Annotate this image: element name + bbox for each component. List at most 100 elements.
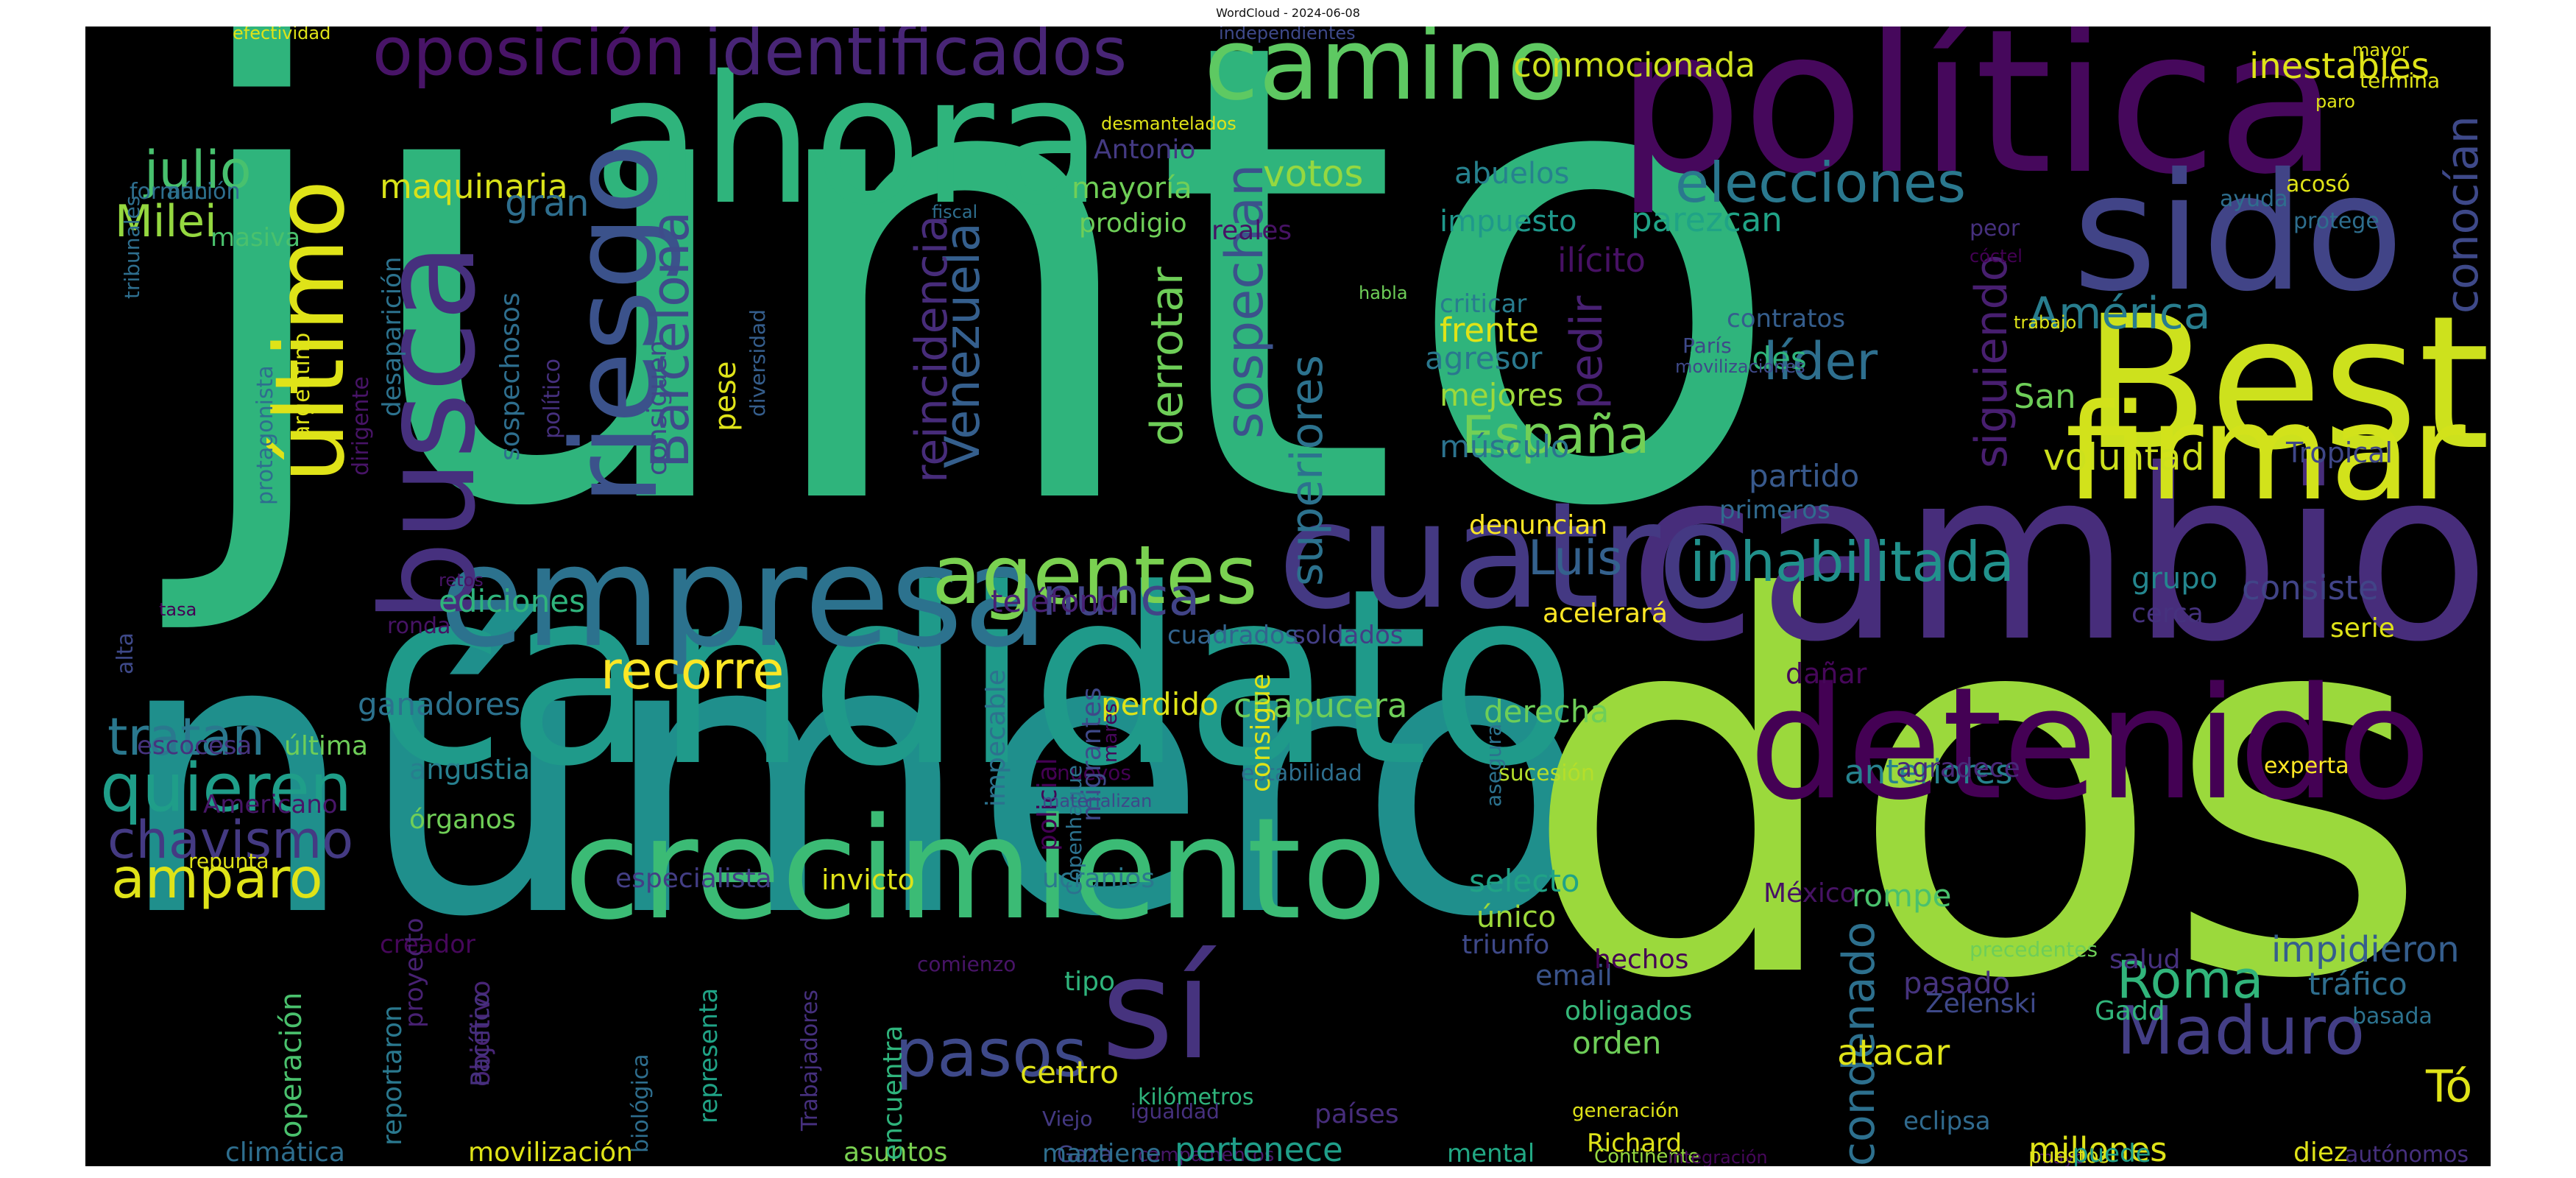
word-29: Roma <box>2117 950 2264 1010</box>
word-165: mares <box>1100 703 1122 763</box>
word-193: ayuda <box>2220 186 2288 212</box>
word-148: autónomos <box>2345 1142 2469 1166</box>
word-127: centro <box>1020 1054 1119 1090</box>
word-34: tratan <box>107 707 265 767</box>
word-129: igualdad <box>1130 1099 1220 1124</box>
word-66: frente <box>1440 311 1539 350</box>
word-75: San <box>2014 377 2076 416</box>
word-141: Continente <box>1594 1146 1700 1166</box>
word-106: selecto <box>1469 863 1580 899</box>
word-43: América <box>2028 288 2211 339</box>
word-39: reincidencia <box>906 214 958 483</box>
word-172: diversidad <box>746 309 770 417</box>
word-118: salud <box>2109 945 2181 975</box>
word-194: peor <box>1970 216 2020 241</box>
word-199: París <box>1682 334 1732 358</box>
word-11: cuatro <box>1278 470 1747 642</box>
word-160: Trabajadores <box>797 990 823 1131</box>
word-7: detenido <box>1749 654 2432 834</box>
word-63: reales <box>1211 216 1292 246</box>
word-18: sí <box>1101 928 1213 1090</box>
word-183: formación <box>130 179 241 205</box>
word-2: número <box>115 554 1592 1001</box>
word-133: eclipsa <box>1903 1107 1991 1136</box>
word-120: tráfico <box>2308 966 2407 1002</box>
word-112: comienzo <box>917 952 1016 976</box>
word-119: impidieron <box>2271 929 2460 970</box>
word-191: termina <box>2360 68 2441 93</box>
word-88: derecha <box>1484 694 1610 730</box>
word-21: identificados <box>704 27 1128 91</box>
word-128: kilómetros <box>1138 1084 1254 1110</box>
word-23: inhabilitada <box>1690 529 2014 594</box>
word-195: protege <box>2293 208 2379 234</box>
word-55: votos <box>1263 152 1364 195</box>
word-187: independientes <box>1219 27 1356 44</box>
word-82: cuadrados <box>1167 621 1298 650</box>
word-49: Tropical <box>2286 437 2393 469</box>
word-19: camino <box>1204 27 1568 122</box>
word-100: última <box>284 731 369 761</box>
word-cloud-canvas: junto número dos cambio candidato política det… <box>85 27 2491 1166</box>
word-31: nunca <box>1042 567 1200 627</box>
word-10: crecimiento <box>564 788 1387 950</box>
word-152: operación <box>275 992 308 1138</box>
word-83: teléfono <box>991 583 1118 619</box>
word-62: prodigio <box>1079 208 1187 239</box>
word-90: dañar <box>1786 657 1867 690</box>
word-140: mental <box>1447 1139 1535 1166</box>
word-108: rompe <box>1852 878 1952 914</box>
word-144: puestos <box>2028 1143 2110 1166</box>
word-151: asuntos <box>843 1138 948 1166</box>
word-142: integración <box>1668 1147 1768 1166</box>
word-105: ucranios <box>1042 864 1156 894</box>
word-80: acelerará <box>1543 599 1668 629</box>
word-177: tasa <box>159 599 197 620</box>
word-14: firmar <box>2065 376 2466 530</box>
word-104: invicto <box>821 864 915 896</box>
word-24: elecciones <box>1675 150 1967 215</box>
word-33: chavismo <box>107 810 354 870</box>
word-116: pasado <box>1903 967 2011 1001</box>
word-8: ahora <box>593 38 1103 244</box>
word-132: Richard <box>1587 1129 1682 1158</box>
word-37: derrotar <box>1142 267 1193 446</box>
word-95: nuevos <box>1057 761 1132 785</box>
word-98: órganos <box>409 805 516 835</box>
word-64: gran <box>505 182 590 225</box>
word-176: retos <box>439 570 484 590</box>
word-139: mantiene <box>1042 1139 1161 1166</box>
word-48: voluntad <box>2043 436 2205 479</box>
word-50: Milei <box>115 196 217 247</box>
word-72: partido <box>1749 458 1860 494</box>
word-174: dirigente <box>348 376 374 476</box>
word-12: empresa <box>439 515 1049 678</box>
word-125: Gadd <box>2095 996 2165 1026</box>
word-168: consigue <box>1246 673 1276 792</box>
word-52: maquinaria <box>380 167 568 206</box>
word-107: único <box>1476 900 1557 934</box>
word-9: Best <box>2083 276 2491 490</box>
word-36: superiores <box>1281 355 1333 586</box>
word-74: denuncian <box>1469 510 1608 540</box>
word-3: dos <box>1521 492 2432 1092</box>
word-26: quieren <box>100 750 352 827</box>
word-47: Luis <box>1528 531 1623 586</box>
word-137: Gaza <box>1057 1142 1113 1166</box>
word-117: precedentes <box>1970 937 2098 962</box>
word-101: Americano <box>203 790 338 819</box>
word-166: materializan <box>1042 791 1153 811</box>
word-65: criticar <box>1440 289 1527 319</box>
word-114: email <box>1535 959 1613 992</box>
word-135: campamentos <box>1138 1144 1275 1166</box>
word-197: movilizaciones <box>1675 356 1805 377</box>
word-4: cambio <box>1628 420 2491 694</box>
word-159: representa <box>694 987 723 1124</box>
word-42: líder <box>1763 331 1878 392</box>
word-93: sucesión <box>1498 761 1595 786</box>
word-173: desaparición <box>378 256 407 417</box>
word-189: mayor <box>2352 40 2409 60</box>
word-123: orden <box>1572 1025 1662 1061</box>
word-27: pasos <box>895 1015 1088 1092</box>
word-92: experta <box>2264 753 2349 779</box>
